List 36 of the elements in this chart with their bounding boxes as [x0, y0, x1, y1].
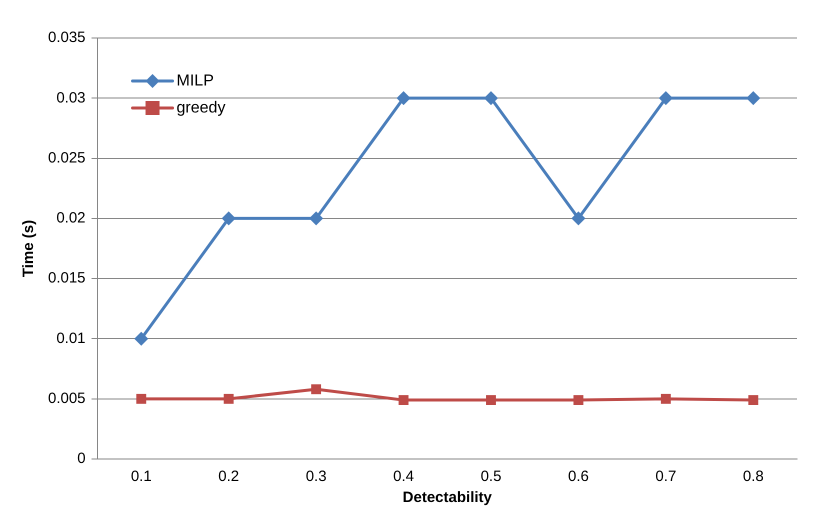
y-tick-label: 0.005: [48, 390, 86, 407]
y-axis-title: Time (s): [20, 220, 38, 278]
point: [573, 395, 584, 406]
x-tick-label: 0.3: [306, 468, 327, 486]
point: [311, 384, 322, 394]
legend-label: greedy: [176, 99, 226, 116]
x-tick-label: 0.4: [393, 468, 414, 486]
point: [486, 395, 496, 406]
x-tick-label: 0.8: [742, 468, 764, 486]
y-tick-label: 0.035: [48, 29, 86, 46]
point: [571, 211, 586, 226]
y-tick-label: 0.025: [48, 149, 86, 166]
x-tick-label: 0.5: [480, 468, 502, 486]
point: [660, 394, 671, 404]
point: [134, 332, 148, 346]
point: [224, 394, 234, 404]
point: [222, 211, 236, 226]
point: [658, 91, 673, 106]
x-tick-label: 0.1: [130, 468, 152, 486]
point: [748, 395, 758, 406]
point: [396, 91, 411, 106]
point: [746, 91, 760, 106]
point: [136, 394, 146, 404]
y-tick-label: 0.01: [56, 330, 86, 347]
x-tick-label: 0.7: [655, 468, 676, 486]
point: [398, 395, 408, 406]
x-axis-title: Detectability: [402, 489, 493, 506]
y-tick-label: 0.015: [48, 270, 86, 287]
y-tick-label: 0.02: [56, 210, 86, 227]
y-tick-label: 0.03: [56, 89, 86, 106]
x-tick-label: 0.2: [218, 468, 240, 486]
x-tick-label: 0.6: [568, 468, 589, 486]
point: [309, 211, 324, 226]
point: [484, 91, 498, 106]
legend-label: MILP: [176, 72, 214, 90]
y-tick-label: 0: [77, 450, 86, 468]
